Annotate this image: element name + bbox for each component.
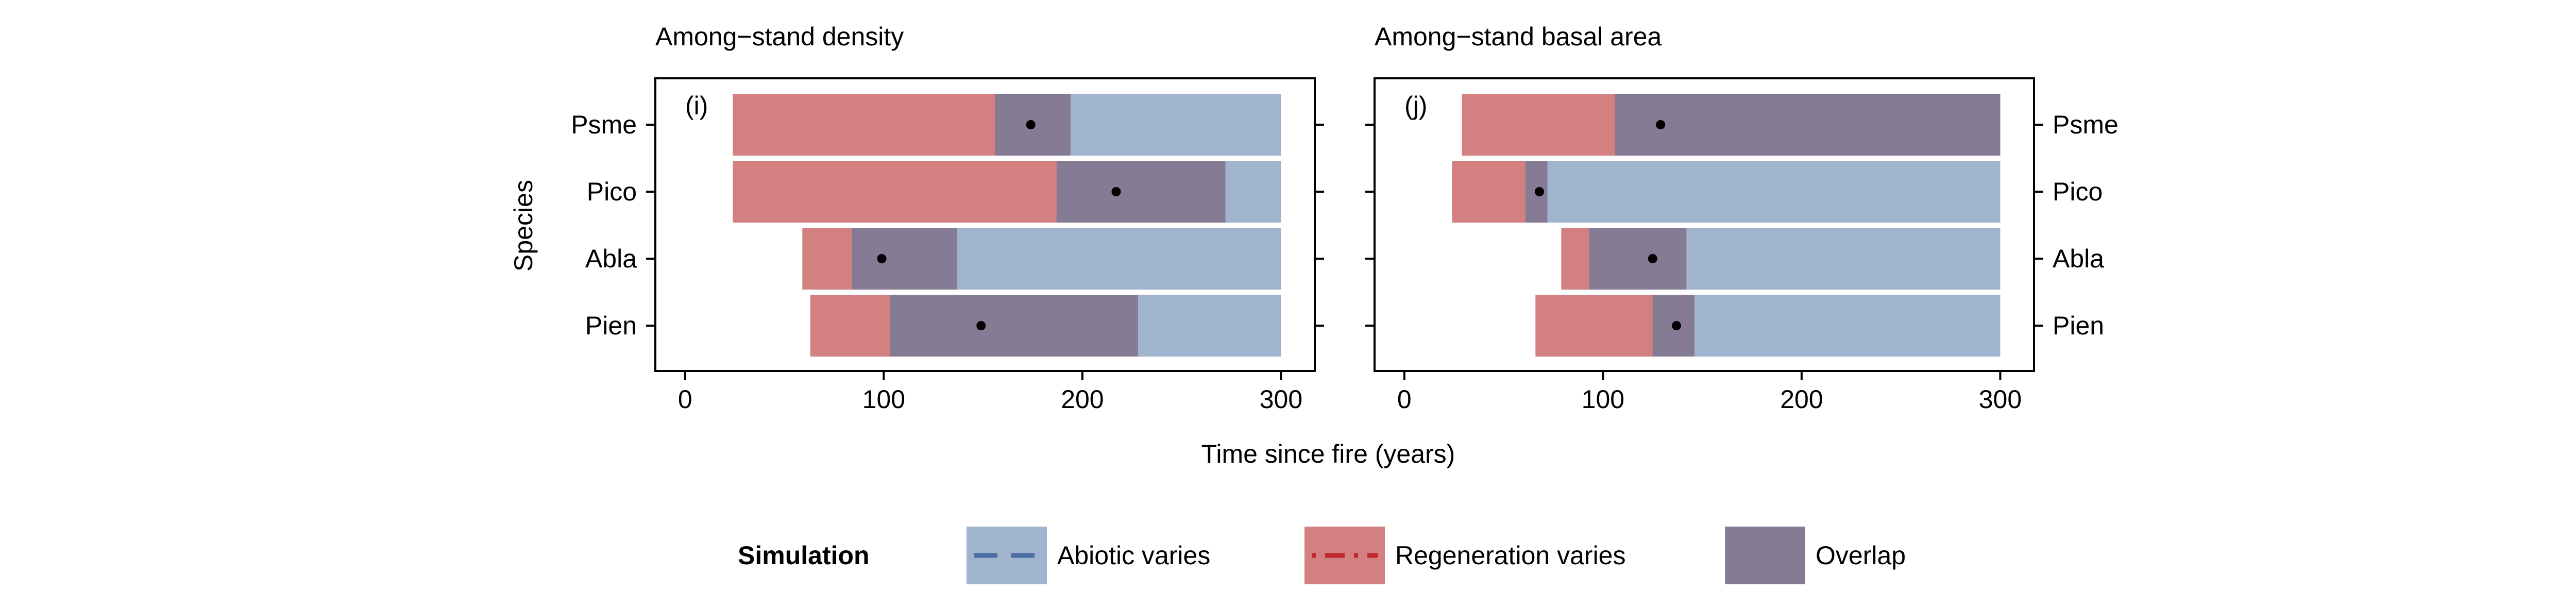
chart-panel-1: 0 100 200 300 Psme Pico Abla Pien (i) Among−stand… xyxy=(571,22,1324,414)
legend-swatch-overlap xyxy=(1725,527,1805,584)
y-tick-label-pien: Pien xyxy=(585,311,637,340)
x-tick-label: 100 xyxy=(1582,385,1624,414)
data-point-pien xyxy=(1672,321,1682,330)
bar-overlap-abla xyxy=(1589,228,1687,290)
data-point-psme xyxy=(1026,120,1036,129)
legend-label-abiotic: Abiotic varies xyxy=(1057,541,1210,570)
y-tick-label-pico: Pico xyxy=(2053,177,2103,206)
x-axis-title: Time since fire (years) xyxy=(1201,440,1455,468)
y-tick-label-pien: Pien xyxy=(2053,311,2104,340)
panel-title: Among−stand basal area xyxy=(1375,22,1662,51)
bar-abiotic-pico xyxy=(1526,161,2001,223)
data-point-abla xyxy=(877,254,887,263)
data-point-pien xyxy=(976,321,986,330)
plot-frame xyxy=(1374,77,2035,372)
bar-overlap-abla xyxy=(852,228,958,290)
y-tick-label-abla: Abla xyxy=(585,244,637,273)
data-point-abla xyxy=(1648,254,1657,263)
panel-title: Among−stand density xyxy=(655,22,904,51)
x-tick-label: 200 xyxy=(1061,385,1104,414)
legend-label-overlap: Overlap xyxy=(1816,541,1906,570)
chart-panels: 0 100 200 300 Psme Pico Abla Pien (i) Among−stand… xyxy=(571,22,2119,414)
bar-overlap-psme xyxy=(1615,94,2001,156)
bar-overlap-pien xyxy=(889,295,1138,357)
y-tick-label-psme: Psme xyxy=(2053,110,2119,139)
y-tick-label-abla: Abla xyxy=(2053,244,2104,273)
legend-label-regeneration: Regeneration varies xyxy=(1395,541,1626,570)
chart-panel-2: 0 100 200 300 Psme Pico Abla Pien (j) Among−stand… xyxy=(1365,22,2119,414)
legend: Simulation Abiotic varies Regeneration var… xyxy=(738,527,1906,584)
bar-abiotic-pien xyxy=(1652,295,2001,357)
legend-title: Simulation xyxy=(738,541,870,570)
x-tick-label: 200 xyxy=(1780,385,1823,414)
panel-label: (i) xyxy=(685,91,708,120)
x-tick-label: 100 xyxy=(862,385,905,414)
data-point-pico xyxy=(1111,187,1121,196)
data-point-pico xyxy=(1535,187,1544,196)
panel-label: (j) xyxy=(1404,91,1427,120)
data-point-psme xyxy=(1656,120,1666,129)
plot-frame xyxy=(654,77,1316,372)
x-tick-label: 300 xyxy=(1260,385,1302,414)
x-tick-label: 300 xyxy=(1979,385,2022,414)
x-tick-label: 0 xyxy=(1397,385,1412,414)
y-tick-label-psme: Psme xyxy=(571,110,637,139)
bar-overlap-pico xyxy=(1056,161,1226,223)
y-tick-label-pico: Pico xyxy=(587,177,637,206)
x-tick-label: 0 xyxy=(678,385,692,414)
y-axis-title: Species xyxy=(509,180,538,272)
